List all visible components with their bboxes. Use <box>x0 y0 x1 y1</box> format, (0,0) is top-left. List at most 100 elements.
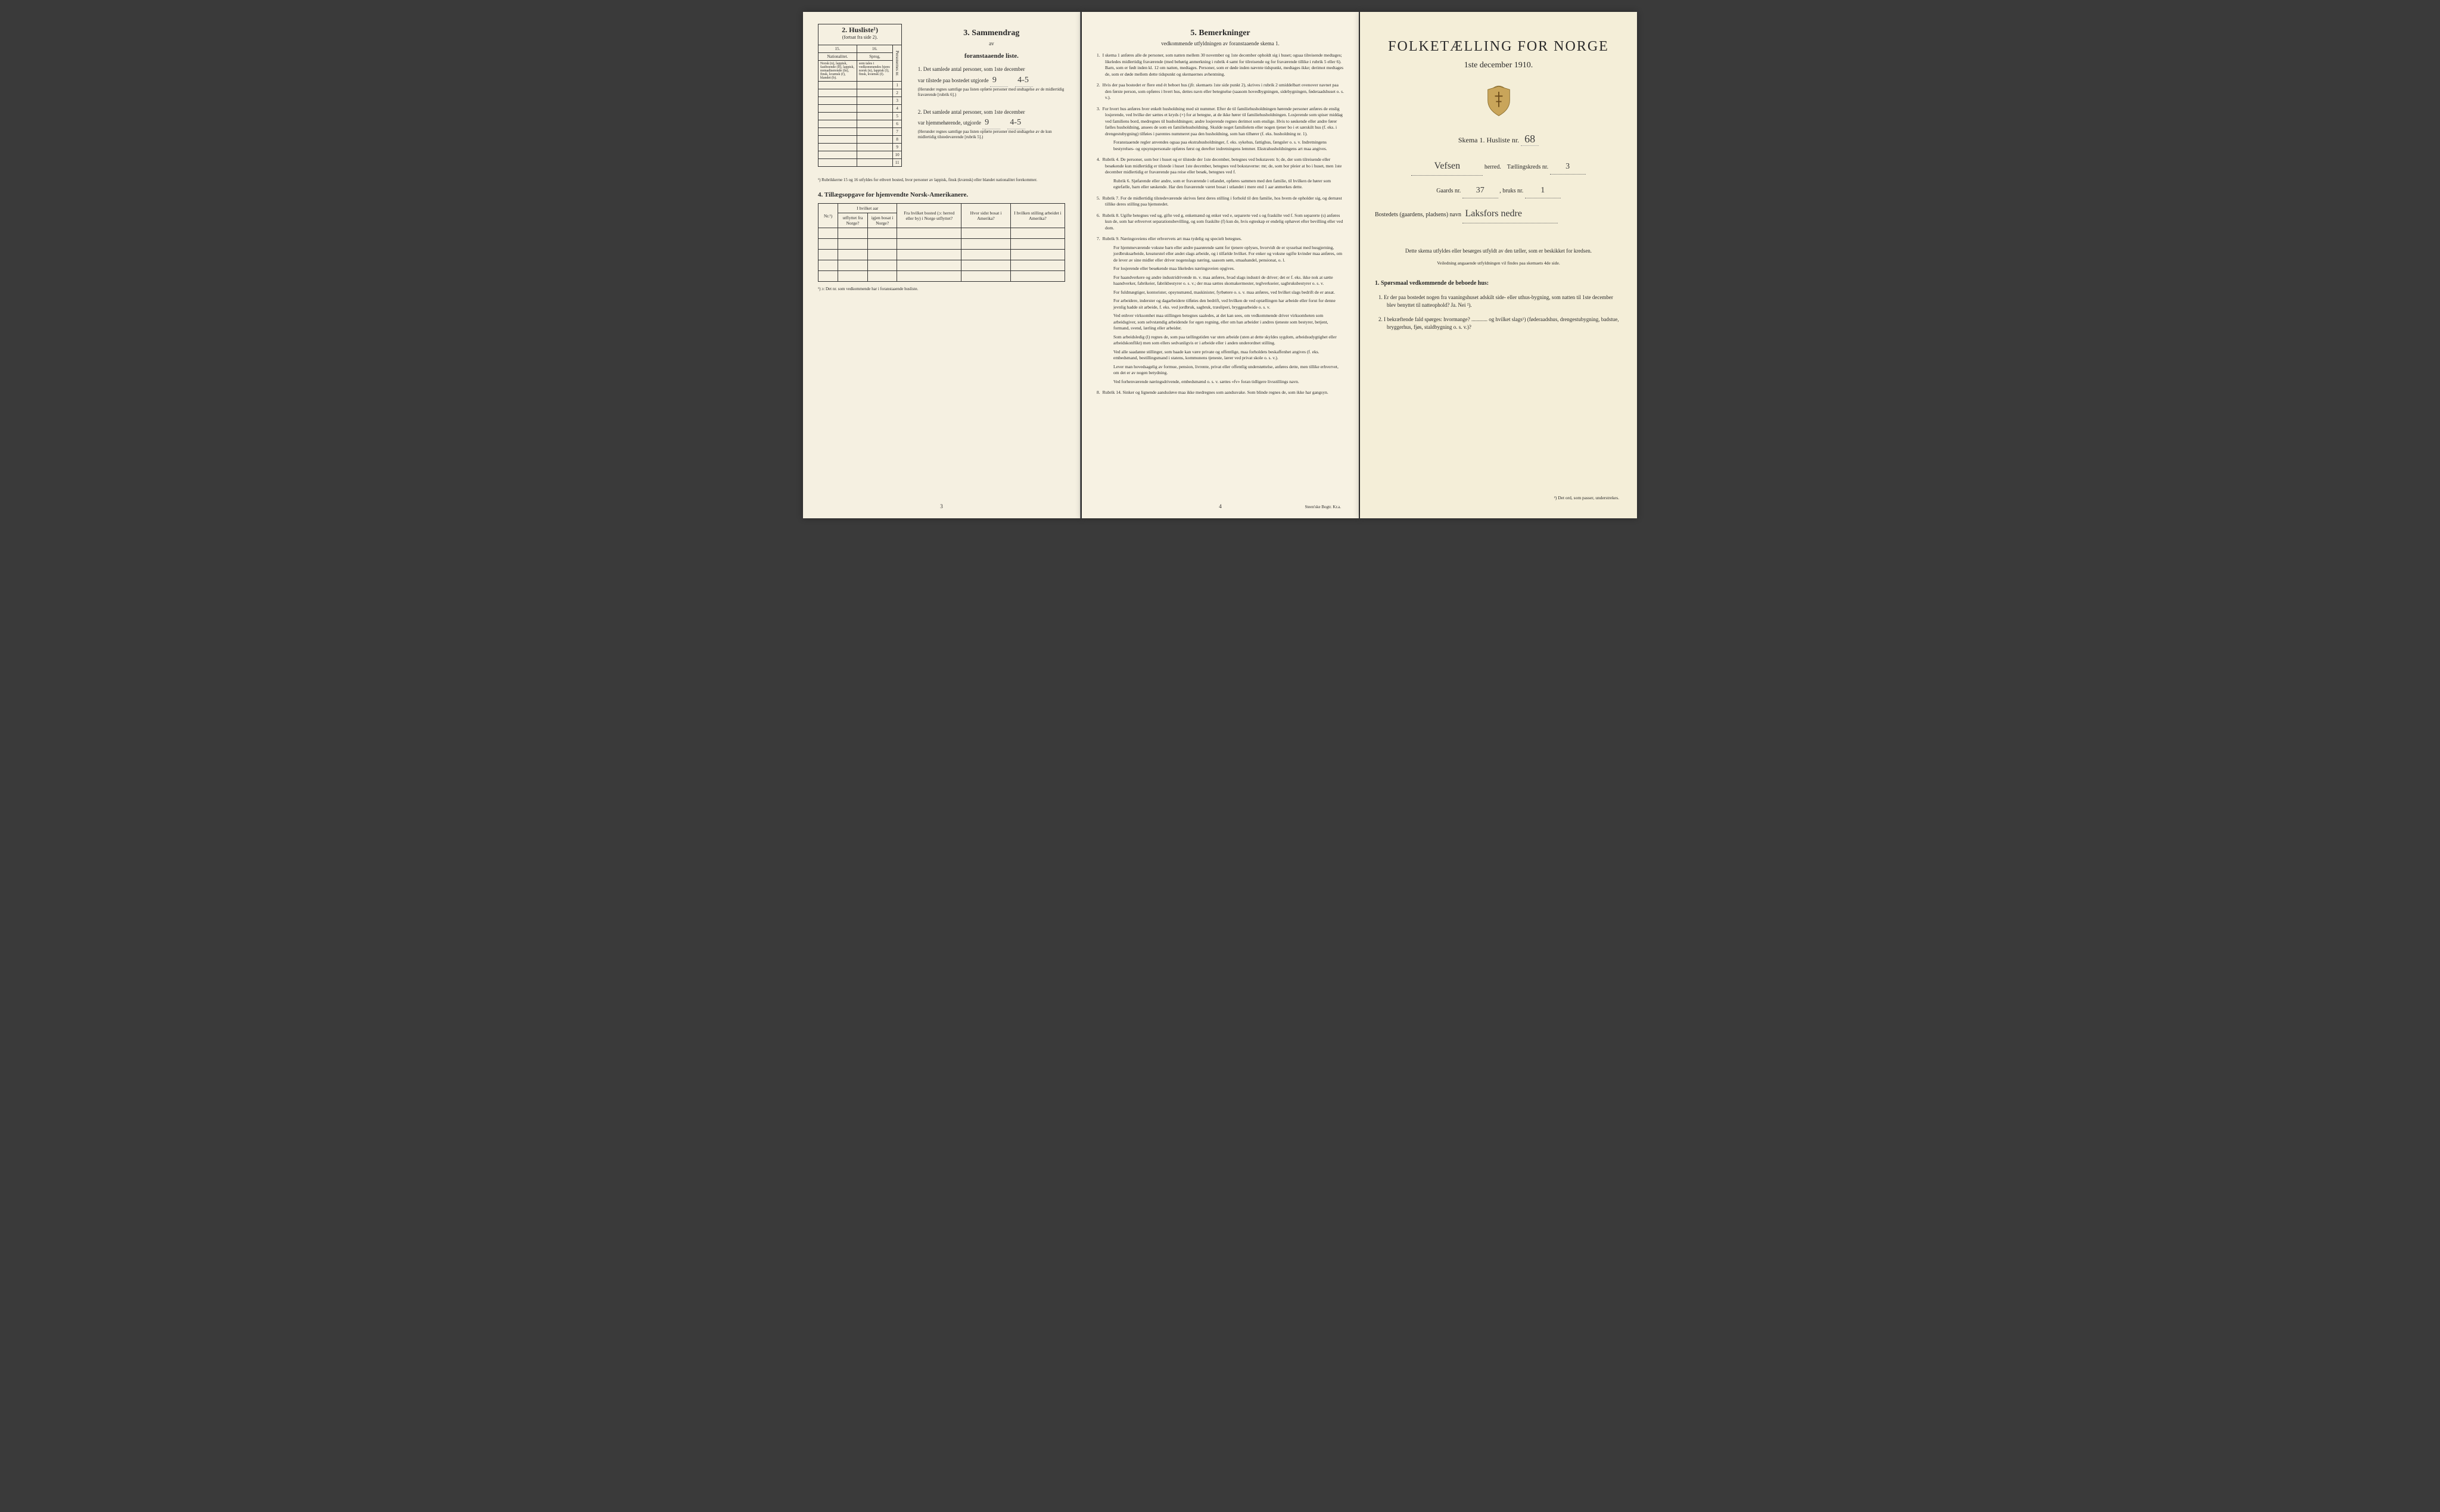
gaard-label: Gaards nr. <box>1436 188 1461 194</box>
q-heading: 1. Spørsmaal vedkommende de beboede hus: <box>1375 279 1622 288</box>
row-10: 10 <box>893 151 902 159</box>
row-5: 5 <box>893 113 902 120</box>
th-aar: I hvilket aar <box>838 204 897 213</box>
page-left: 2. Husliste¹) (fortsat fra side 2). 15. … <box>803 12 1081 518</box>
col16-num: 16. <box>857 45 892 53</box>
col16-header: Sprog, <box>857 53 892 61</box>
col15-detail: Norsk (n), lappisk, fastboende (lf), lap… <box>818 61 857 82</box>
th-nr: Nr.¹) <box>818 204 838 228</box>
sammendrag-block: 3. Sammendrag av foranstaaende liste. 1.… <box>912 24 1065 151</box>
row-7: 7 <box>893 128 902 136</box>
document-container: 2. Husliste¹) (fortsat fra side 2). 1 5. … <box>803 12 1637 518</box>
sammendrag-av: av <box>918 41 1065 46</box>
bosted-label: Bostedets (gaardens, pladsens) navn <box>1375 211 1461 218</box>
item2-text: Det samlede antal personer, som 1ste dec… <box>923 109 1025 115</box>
instructions: Dette skema utfyldes eller besørges utfy… <box>1375 247 1622 332</box>
bemerk-list: 1.I skema 1 anføres alle de personer, so… <box>1097 52 1344 396</box>
section4-title: 4. Tillægsopgave for hjemvendte Norsk-Am… <box>818 191 1065 198</box>
table-row <box>818 271 1065 282</box>
col15-header: Nationalitet. <box>818 53 857 61</box>
item1-num: 1. <box>918 66 922 72</box>
herred-val: Vefsen <box>1411 158 1483 176</box>
bosted-line: Bostedets (gaardens, pladsens) navn Laks… <box>1375 206 1622 223</box>
item1-val2: 4-5 <box>1015 74 1033 87</box>
instructions-sub: Veiledning angaaende utfyldningen vil fi… <box>1375 260 1622 266</box>
right-footnote: ²) Det ord, som passer, understrekes. <box>1554 495 1619 500</box>
bemerk-7: 7.Rubrik 9. Næringsveiens eller erhverve… <box>1097 236 1344 385</box>
page-right: FOLKETÆLLING FOR NORGE 1ste december 191… <box>1360 12 1637 518</box>
sammendrag-title: 3. Sammendrag <box>918 29 1065 38</box>
row-8: 8 <box>893 136 902 144</box>
instructions-main: Dette skema utfyldes eller besørges utfy… <box>1375 247 1622 256</box>
q2: 2. I bekræftende fald spørges: hvormange… <box>1375 316 1622 332</box>
th-amerika: Hvor sidst bosat i Amerika? <box>961 204 1011 228</box>
bemerk-8: 8.Rubrik 14. Sinker og lignende aandsslø… <box>1097 390 1344 396</box>
item2-val2: 4-5 <box>1007 116 1025 129</box>
vertical-label: Personernes nr. <box>893 45 902 82</box>
bemerk-2: 2.Hvis der paa bostedet er flere end ét … <box>1097 82 1344 101</box>
page-num-4: 4 <box>1219 503 1222 509</box>
sammendrag-item-1: 1. Det samlede antal personer, som 1ste … <box>918 66 1065 98</box>
item2-note: (Herunder regnes samtlige paa listen opf… <box>918 129 1065 140</box>
bemerk-6: 6.Rubrik 8. Ugifte betegnes ved ug, gift… <box>1097 213 1344 232</box>
herred-label: herred. <box>1484 164 1501 170</box>
table-row <box>818 228 1065 239</box>
col15-num: 15. <box>818 45 857 53</box>
page-middle: 5. Bemerkninger vedkommende utfyldningen… <box>1082 12 1359 518</box>
row-1: 1 <box>893 82 902 89</box>
skema-line: Skema 1. Husliste nr. 68 <box>1375 133 1622 146</box>
bruk-val: 1 <box>1525 183 1561 198</box>
tillaeg-table: Nr.¹) I hvilket aar Fra hvilket bosted (… <box>818 203 1065 282</box>
bemerk-5: 5.Rubrik 7. For de midlertidig tilstedev… <box>1097 195 1344 208</box>
bemerk-3: 3.For hvert hus anføres hver enkelt hush… <box>1097 106 1344 153</box>
item2-num: 2. <box>918 109 922 115</box>
section4-footnote: ¹) ɔ: Det nr. som vedkommende har i fora… <box>818 287 1065 291</box>
th-igjen: igjen bosat i Norge? <box>867 213 897 228</box>
q2-text: I bekræftende fald spørges: hvormange? .… <box>1384 316 1619 331</box>
skema-label: Skema 1. Husliste nr. <box>1458 136 1519 144</box>
bemerk-title: 5. Bemerkninger <box>1097 29 1344 38</box>
coat-of-arms-icon <box>1484 85 1514 118</box>
main-subtitle: 1ste december 1910. <box>1375 61 1622 70</box>
gaard-line: Gaards nr. 37 , bruks nr. 1 <box>1375 183 1622 198</box>
herred-line: Vefsen herred. Tællingskreds nr. 3 <box>1375 158 1622 176</box>
skema-val: 68 <box>1521 133 1539 146</box>
sammendrag-subtitle: foranstaaende liste. <box>918 52 1065 60</box>
th-bosted: Fra hvilket bosted (ɔ: herred eller by) … <box>897 204 961 228</box>
main-title: FOLKETÆLLING FOR NORGE <box>1375 39 1622 55</box>
row-6: 6 <box>893 120 902 128</box>
row-11: 11 <box>893 159 902 167</box>
page-num-3: 3 <box>940 503 943 509</box>
bemerk-subtitle: vedkommende utfyldningen av foranstaaend… <box>1097 41 1344 46</box>
q1: 1. Er der paa bostedet nogen fra vaaning… <box>1375 294 1622 310</box>
row-2: 2 <box>893 89 902 97</box>
th-stilling: I hvilken stilling arbeidet i Amerika? <box>1010 204 1065 228</box>
item1-note: (Herunder regnes samtlige paa listen opf… <box>918 87 1065 98</box>
q1-num: 1. <box>1378 294 1383 300</box>
table-row <box>818 250 1065 260</box>
husliste-table: 2. Husliste¹) (fortsat fra side 2). 15. … <box>818 24 902 167</box>
sammendrag-item-2: 2. Det samlede antal personer, som 1ste … <box>918 108 1065 141</box>
bemerk-1: 1.I skema 1 anføres alle de personer, so… <box>1097 52 1344 77</box>
gaard-val: 37 <box>1462 183 1498 198</box>
row-3: 3 <box>893 97 902 105</box>
q2-num: 2. <box>1378 316 1383 322</box>
printer-note: Steen'ske Bogtr. Kr.a. <box>1305 505 1341 509</box>
th-utflyttet: utflyttet fra Norge? <box>838 213 868 228</box>
bosted-val: Laksfors nedre <box>1462 206 1558 223</box>
item1-b: var tilstede paa bostedet utgjorde <box>918 77 989 83</box>
telling-label: Tællingskreds nr. <box>1507 164 1548 170</box>
row-9: 9 <box>893 144 902 151</box>
telling-val: 3 <box>1550 159 1586 175</box>
table-row <box>818 260 1065 271</box>
husliste-subtitle: (fortsat fra side 2). <box>820 35 900 40</box>
husliste-title: 2. Husliste¹) <box>820 26 900 35</box>
husliste-footnote: ¹) Rubrikkerne 15 og 16 utfyldes for eth… <box>818 178 1065 182</box>
bruk-label: , bruks nr. <box>1499 188 1523 194</box>
item1-val: 9 <box>990 74 1008 87</box>
item2-b: var hjemmehørende, utgjorde <box>918 120 981 126</box>
item2-val: 9 <box>982 116 1000 129</box>
q1-text: Er der paa bostedet nogen fra vaaningshu… <box>1384 294 1613 309</box>
item1-text: Det samlede antal personer, som 1ste dec… <box>923 66 1025 72</box>
bemerk-4: 4.Rubrik 4. De personer, som bor i huset… <box>1097 157 1344 191</box>
